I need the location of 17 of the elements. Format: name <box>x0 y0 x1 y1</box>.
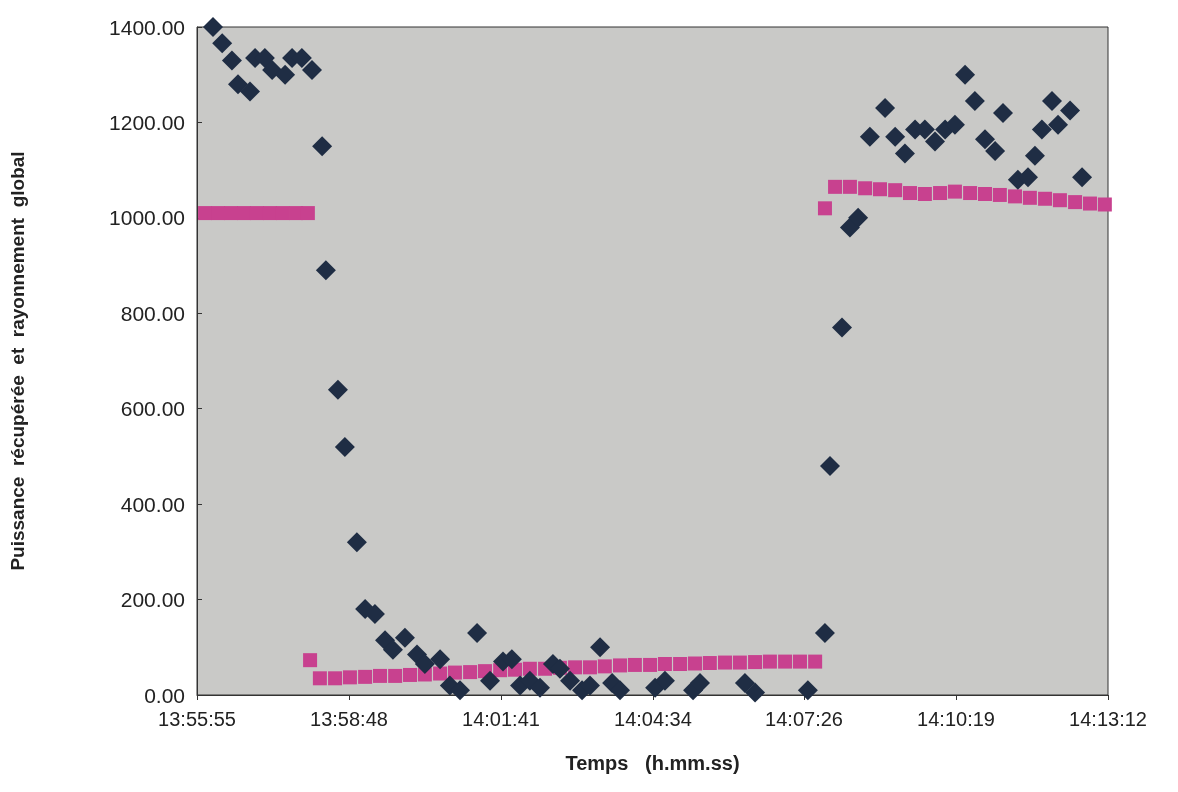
y-tick-label: 0.00 <box>144 683 185 707</box>
x-tick-label: 14:10:19 <box>917 708 995 730</box>
y-tick-label: 1000.00 <box>109 206 185 230</box>
x-axis-title: Temps (h.mm.ss) <box>565 752 740 774</box>
x-tick-label: 13:55:55 <box>158 708 236 730</box>
x-tick-label: 14:04:34 <box>614 708 692 730</box>
y-tick-label: 1400.00 <box>109 15 185 39</box>
y-tick-label: 200.00 <box>120 588 185 612</box>
x-tick-label: 14:07:26 <box>765 708 843 730</box>
x-tick-label: 14:01:41 <box>462 708 540 730</box>
y-tick-label: 600.00 <box>120 397 185 421</box>
x-tick-label: 13:58:48 <box>310 708 388 730</box>
y-tick-label: 1200.00 <box>109 110 185 134</box>
y-axis-title: Puissance récupérée et rayonnement global <box>7 151 28 571</box>
y-tick-label: 400.00 <box>120 492 185 516</box>
x-tick-label: 14:13:12 <box>1069 708 1147 730</box>
y-tick-label: 800.00 <box>120 301 185 325</box>
